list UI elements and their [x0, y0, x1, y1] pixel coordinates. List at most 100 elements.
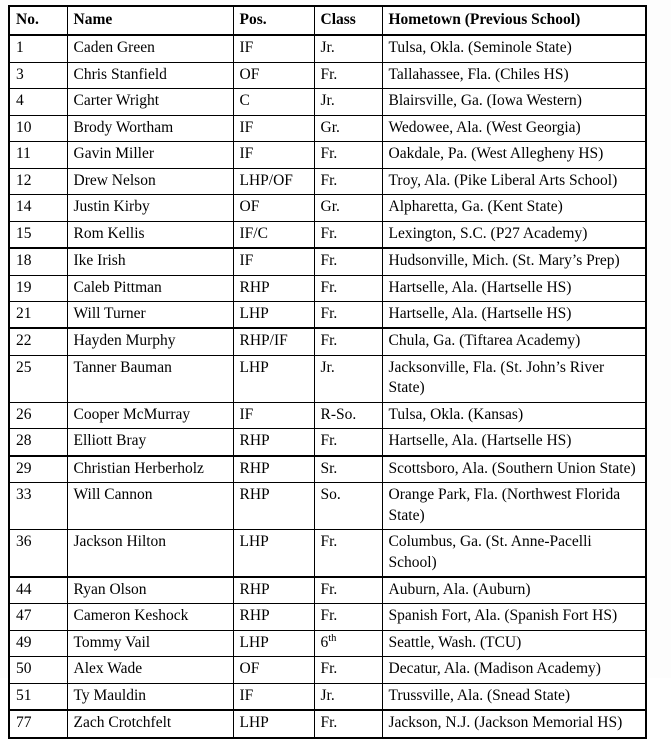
cell-hometown: Scottsboro, Ala. (Southern Union State): [381, 455, 647, 484]
cell-pos: LHP/OF: [232, 167, 315, 196]
cell-class: Gr.: [313, 114, 383, 143]
cell-class: Fr.: [313, 61, 383, 90]
cell-pos: OF: [232, 656, 315, 684]
cell-name: Zach Crotchfelt: [66, 709, 234, 739]
table-row: 26 Cooper McMurray IF R-So. Tulsa, Okla. (Ka…: [8, 401, 647, 430]
cell-pos: IF: [232, 401, 315, 430]
column-header-no: No.: [8, 4, 68, 37]
cell-pos: LHP: [232, 354, 315, 403]
cell-pos: LHP: [232, 529, 315, 578]
cell-name: Caden Green: [66, 34, 234, 63]
class-year-ordinal-suffix: th: [328, 632, 337, 644]
cell-hometown: Jacksonville, Fla. (St. John’s River Sta…: [381, 354, 647, 403]
cell-hometown: Hartselle, Ala. (Hartselle HS): [381, 300, 647, 330]
cell-name: Rom Kellis: [66, 220, 234, 250]
cell-pos: IF: [232, 682, 315, 712]
table-row: 10 Brody Wortham IF Gr. Wedowee, Ala. (West …: [8, 114, 647, 143]
cell-name: Chris Stanfield: [66, 61, 234, 90]
cell-no: 33: [8, 482, 68, 531]
cell-name: Carter Wright: [66, 88, 234, 116]
cell-name: Elliott Bray: [66, 428, 234, 457]
cell-name: Ty Mauldin: [66, 682, 234, 712]
table-row: 3 Chris Stanfield OF Fr. Tallahassee, Fla. (…: [8, 61, 647, 90]
cell-hometown: Oakdale, Pa. (West Allegheny HS): [381, 141, 647, 169]
table-header-row: No. Name Pos. Class Hometown (Previous S…: [8, 4, 647, 37]
cell-class: Fr.: [313, 656, 383, 684]
cell-class: Fr.: [313, 141, 383, 169]
table-row: 25 Tanner Bauman LHP Jr. Jacksonville, Fla. …: [8, 354, 647, 403]
table-row: 51 Ty Mauldin IF Jr. Trussville, Ala. (Snead…: [8, 682, 647, 712]
table-row: 1 Caden Green IF Jr. Tulsa, Okla. (Seminole …: [8, 34, 647, 63]
cell-no: 47: [8, 603, 68, 631]
cell-no: 50: [8, 656, 68, 684]
cell-class: Fr.: [313, 247, 383, 276]
cell-pos: IF: [232, 34, 315, 63]
cell-name: Alex Wade: [66, 656, 234, 684]
cell-class: Jr.: [313, 34, 383, 63]
cell-pos: RHP: [232, 428, 315, 457]
cell-class: Fr.: [313, 529, 383, 578]
cell-class: Fr.: [313, 709, 383, 739]
cell-name: Cameron Keshock: [66, 603, 234, 631]
cell-pos: C: [232, 88, 315, 116]
cell-name: Gavin Miller: [66, 141, 234, 169]
class-year-base: 6: [320, 633, 329, 651]
cell-hometown: Columbus, Ga. (St. Anne-Pacelli School): [381, 529, 647, 578]
cell-class: Fr.: [313, 274, 383, 302]
table-row: 18 Ike Irish IF Fr. Hudsonville, Mich. (St. …: [8, 247, 647, 276]
cell-class: Fr.: [313, 327, 383, 356]
cell-hometown: Hartselle, Ala. (Hartselle HS): [381, 428, 647, 457]
cell-name: Christian Herberholz: [66, 455, 234, 484]
cell-pos: RHP: [232, 455, 315, 484]
roster-page: No. Name Pos. Class Hometown (Previous S…: [8, 4, 647, 739]
table-row: 49 Tommy Vail LHP 6th Seattle, Wash. (TCU): [8, 629, 647, 658]
cell-class: 6th: [313, 629, 383, 658]
cell-hometown: Orange Park, Fla. (Northwest Florida Sta…: [381, 482, 647, 531]
cell-class: Fr.: [313, 220, 383, 250]
cell-name: Drew Nelson: [66, 167, 234, 196]
table-row: 21 Will Turner LHP Fr. Hartselle, Ala. (Hart…: [8, 300, 647, 330]
table-row: 15 Rom Kellis IF/C Fr. Lexington, S.C. (P27 …: [8, 220, 647, 250]
table-body: 1 Caden Green IF Jr. Tulsa, Okla. (Seminole …: [8, 34, 647, 739]
cell-name: Caleb Pittman: [66, 274, 234, 302]
table-row: 44 Ryan Olson RHP Fr. Auburn, Ala. (Auburn): [8, 576, 647, 605]
cell-hometown: Tallahassee, Fla. (Chiles HS): [381, 61, 647, 90]
cell-hometown: Jackson, N.J. (Jackson Memorial HS): [381, 709, 647, 739]
table-row: 19 Caleb Pittman RHP Fr. Hartselle, Ala. (Ha…: [8, 274, 647, 302]
cell-no: 3: [8, 61, 68, 90]
column-header-pos: Pos.: [232, 4, 315, 37]
cell-pos: LHP: [232, 300, 315, 330]
table-row: 33 Will Cannon RHP So. Orange Park, Fla. (No…: [8, 482, 647, 531]
cell-hometown: Chula, Ga. (Tiftarea Academy): [381, 327, 647, 356]
cell-pos: OF: [232, 61, 315, 90]
cell-no: 51: [8, 682, 68, 712]
cell-name: Jackson Hilton: [66, 529, 234, 578]
cell-no: 14: [8, 194, 68, 222]
cell-name: Ryan Olson: [66, 576, 234, 605]
cell-hometown: Tulsa, Okla. (Kansas): [381, 401, 647, 430]
column-header-name: Name: [66, 4, 234, 37]
cell-class: Fr.: [313, 428, 383, 457]
cell-hometown: Blairsville, Ga. (Iowa Western): [381, 88, 647, 116]
table-row: 4 Carter Wright C Jr. Blairsville, Ga. (Iowa…: [8, 88, 647, 116]
cell-no: 21: [8, 300, 68, 330]
cell-class: Fr.: [313, 576, 383, 605]
cell-pos: RHP: [232, 274, 315, 302]
cell-hometown: Trussville, Ala. (Snead State): [381, 682, 647, 712]
cell-class: Jr.: [313, 354, 383, 403]
cell-pos: LHP: [232, 629, 315, 658]
cell-pos: RHP/IF: [232, 327, 315, 356]
cell-no: 77: [8, 709, 68, 739]
cell-no: 10: [8, 114, 68, 143]
cell-class: Jr.: [313, 682, 383, 712]
cell-no: 36: [8, 529, 68, 578]
cell-hometown: Tulsa, Okla. (Seminole State): [381, 34, 647, 63]
cell-no: 28: [8, 428, 68, 457]
cell-hometown: Troy, Ala. (Pike Liberal Arts School): [381, 167, 647, 196]
cell-no: 19: [8, 274, 68, 302]
cell-no: 29: [8, 455, 68, 484]
cell-hometown: Wedowee, Ala. (West Georgia): [381, 114, 647, 143]
cell-name: Will Cannon: [66, 482, 234, 531]
cell-class: Sr.: [313, 455, 383, 484]
cell-hometown: Hudsonville, Mich. (St. Mary’s Prep): [381, 247, 647, 276]
